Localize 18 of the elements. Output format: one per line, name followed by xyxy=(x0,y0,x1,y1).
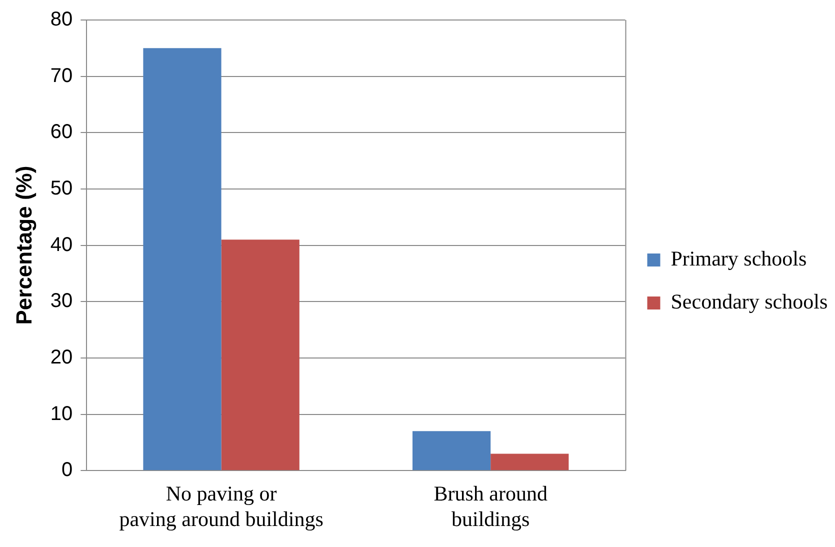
y-tick-label: 70 xyxy=(50,64,73,87)
x-tick-label: No paving or paving around buildings xyxy=(119,482,324,531)
y-tick-label: 30 xyxy=(50,290,73,312)
bar xyxy=(221,240,300,470)
bar xyxy=(490,454,569,470)
y-tick-label: 10 xyxy=(50,402,73,425)
y-tick-label: 0 xyxy=(62,459,73,482)
bar xyxy=(143,48,222,470)
legend-label: Secondary schools xyxy=(670,290,828,314)
y-tick-label: 60 xyxy=(50,121,73,144)
y-axis-title: Percentage (%) xyxy=(11,166,36,325)
y-tick-label: 80 xyxy=(50,8,73,31)
legend-label: Primary schools xyxy=(670,246,807,271)
x-tick-label: Brush around buildings xyxy=(434,482,548,531)
y-tick-label: 40 xyxy=(50,234,73,256)
y-tick-label: 50 xyxy=(50,177,73,200)
y-tick-label: 20 xyxy=(50,346,73,368)
bar xyxy=(412,431,491,470)
